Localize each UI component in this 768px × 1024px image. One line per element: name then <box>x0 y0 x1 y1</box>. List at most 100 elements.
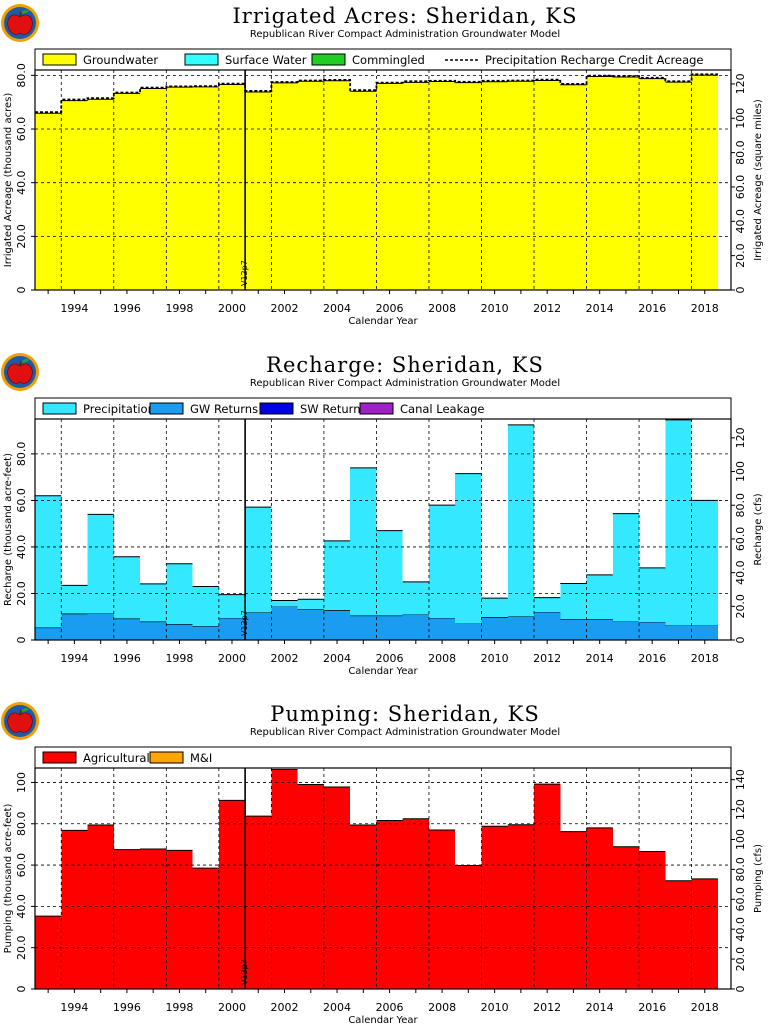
y2-tick-label: 0 <box>734 986 747 993</box>
bar-segment <box>350 467 377 616</box>
y-tick-label: 40.0 <box>15 894 28 919</box>
y-tick-label: 80.0 <box>15 442 28 467</box>
x-tick-label: 2004 <box>323 1001 351 1014</box>
legend-swatch <box>311 53 346 66</box>
y2-tick-label: 40.0 <box>734 917 747 942</box>
y-axis-label: Irrigated Acreage (thousand acres) <box>3 93 14 268</box>
bar-segment <box>87 825 114 989</box>
y-tick-label: 60.0 <box>15 488 28 512</box>
bar-segment <box>166 563 193 625</box>
y2-tick-label: 20.0 <box>734 243 747 268</box>
bar-segment <box>87 612 114 640</box>
y2-tick-label: 20.0 <box>734 947 747 972</box>
bar-segment <box>271 606 298 640</box>
bar-segment <box>140 848 167 989</box>
model-version-marker-label: V12p7 <box>240 959 249 985</box>
bar-segment <box>140 88 167 290</box>
bar-segment <box>350 615 377 640</box>
x-tick-label: 1998 <box>165 652 193 665</box>
legend-swatch <box>259 402 294 415</box>
bar-segment <box>245 816 272 989</box>
chart-title: Irrigated Acres: Sheridan, KS <box>233 4 578 28</box>
legend-label: Agricultural <box>83 751 150 765</box>
x-tick-label: 2004 <box>323 302 351 315</box>
bar-segment <box>323 787 351 989</box>
apple-leaf <box>21 708 29 712</box>
y-tick-label: 20.0 <box>15 581 28 606</box>
chart-title: Pumping: Sheridan, KS <box>270 702 539 726</box>
bar-segment <box>455 82 482 290</box>
x-tick-label: 2000 <box>218 1001 246 1014</box>
bar-segment <box>639 567 666 622</box>
bar-segment <box>61 613 88 640</box>
bar-segment <box>61 100 88 291</box>
y2-tick-label: 80.0 <box>734 140 747 165</box>
y-axis-label: Pumping (thousand acre-feet) <box>3 804 14 954</box>
bar-segment <box>665 419 692 626</box>
x-tick-label: 2010 <box>481 652 509 665</box>
x-tick-label: 1998 <box>165 302 193 315</box>
bar-segment <box>455 623 482 640</box>
bar-segment <box>350 825 377 989</box>
plot-frame <box>34 767 732 990</box>
x-tick-label: 2012 <box>533 1001 561 1014</box>
bar-segment <box>560 84 587 290</box>
bar-segment <box>507 81 535 290</box>
legend-label: Canal Leakage <box>400 402 484 416</box>
y-tick-label: 60.0 <box>15 117 28 142</box>
bar-segment <box>455 865 482 989</box>
y-tick-label: 80.0 <box>15 812 28 837</box>
bar-segment <box>271 82 298 290</box>
bar-segment <box>192 86 219 290</box>
y-tick-label: 100 <box>15 772 28 793</box>
chart-title: Recharge: Sheridan, KS <box>266 353 544 377</box>
bar-segment <box>402 581 429 615</box>
plot-frame <box>34 418 732 641</box>
x-tick-label: 2012 <box>533 302 561 315</box>
legend-swatch <box>42 53 77 66</box>
bar-segment <box>245 612 272 640</box>
bar-segment <box>639 621 666 640</box>
bar-segment <box>481 81 508 291</box>
bar-segment <box>297 609 324 640</box>
x-tick-label: 2012 <box>533 652 561 665</box>
x-tick-label: 2014 <box>586 1001 614 1014</box>
x-axis-label: Calendar Year <box>348 316 418 327</box>
x-tick-label: 2006 <box>376 652 404 665</box>
bar-segment <box>376 615 403 640</box>
bar-segment <box>323 80 351 290</box>
apple-logo-icon <box>1 702 39 740</box>
chart-subtitle: Republican River Compact Administration … <box>250 727 560 738</box>
x-axis-label: Calendar Year <box>348 1015 418 1024</box>
bar-segment <box>192 586 219 627</box>
y-tick-label: 40.0 <box>15 170 28 195</box>
y2-tick-label: 100 <box>734 108 747 129</box>
plot-frame <box>34 69 732 291</box>
model-version-marker-label: V12p7 <box>240 260 249 286</box>
bar-segment <box>691 625 718 640</box>
bar-segment <box>428 81 456 290</box>
y-tick-label: 60.0 <box>15 853 28 878</box>
bar-segment <box>218 594 246 618</box>
bar-segment <box>481 826 508 989</box>
x-tick-label: 1994 <box>60 302 88 315</box>
x-tick-label: 1996 <box>113 302 141 315</box>
x-tick-label: 1994 <box>60 652 88 665</box>
y2-tick-label: 0 <box>734 637 747 644</box>
y2-tick-label: 60.0 <box>734 527 747 552</box>
legend-label: M&I <box>190 751 212 765</box>
bar-segment <box>140 583 167 622</box>
bar-segment <box>402 818 429 989</box>
bar-segment <box>481 598 508 618</box>
bar-segment <box>113 556 141 619</box>
bar-segment <box>376 83 403 290</box>
bar-segment <box>218 84 246 290</box>
y2-axis-label: Pumping (cfs) <box>753 844 764 913</box>
legend-swatch <box>184 53 219 66</box>
bar-segment <box>691 500 718 626</box>
y2-tick-label: 60.0 <box>734 175 747 200</box>
bar-segment <box>297 599 324 610</box>
bar-segment <box>665 625 692 640</box>
